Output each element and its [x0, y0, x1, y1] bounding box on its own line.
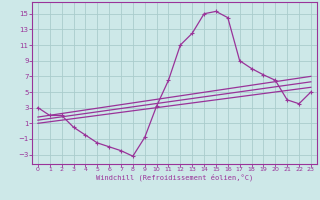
X-axis label: Windchill (Refroidissement éolien,°C): Windchill (Refroidissement éolien,°C): [96, 174, 253, 181]
